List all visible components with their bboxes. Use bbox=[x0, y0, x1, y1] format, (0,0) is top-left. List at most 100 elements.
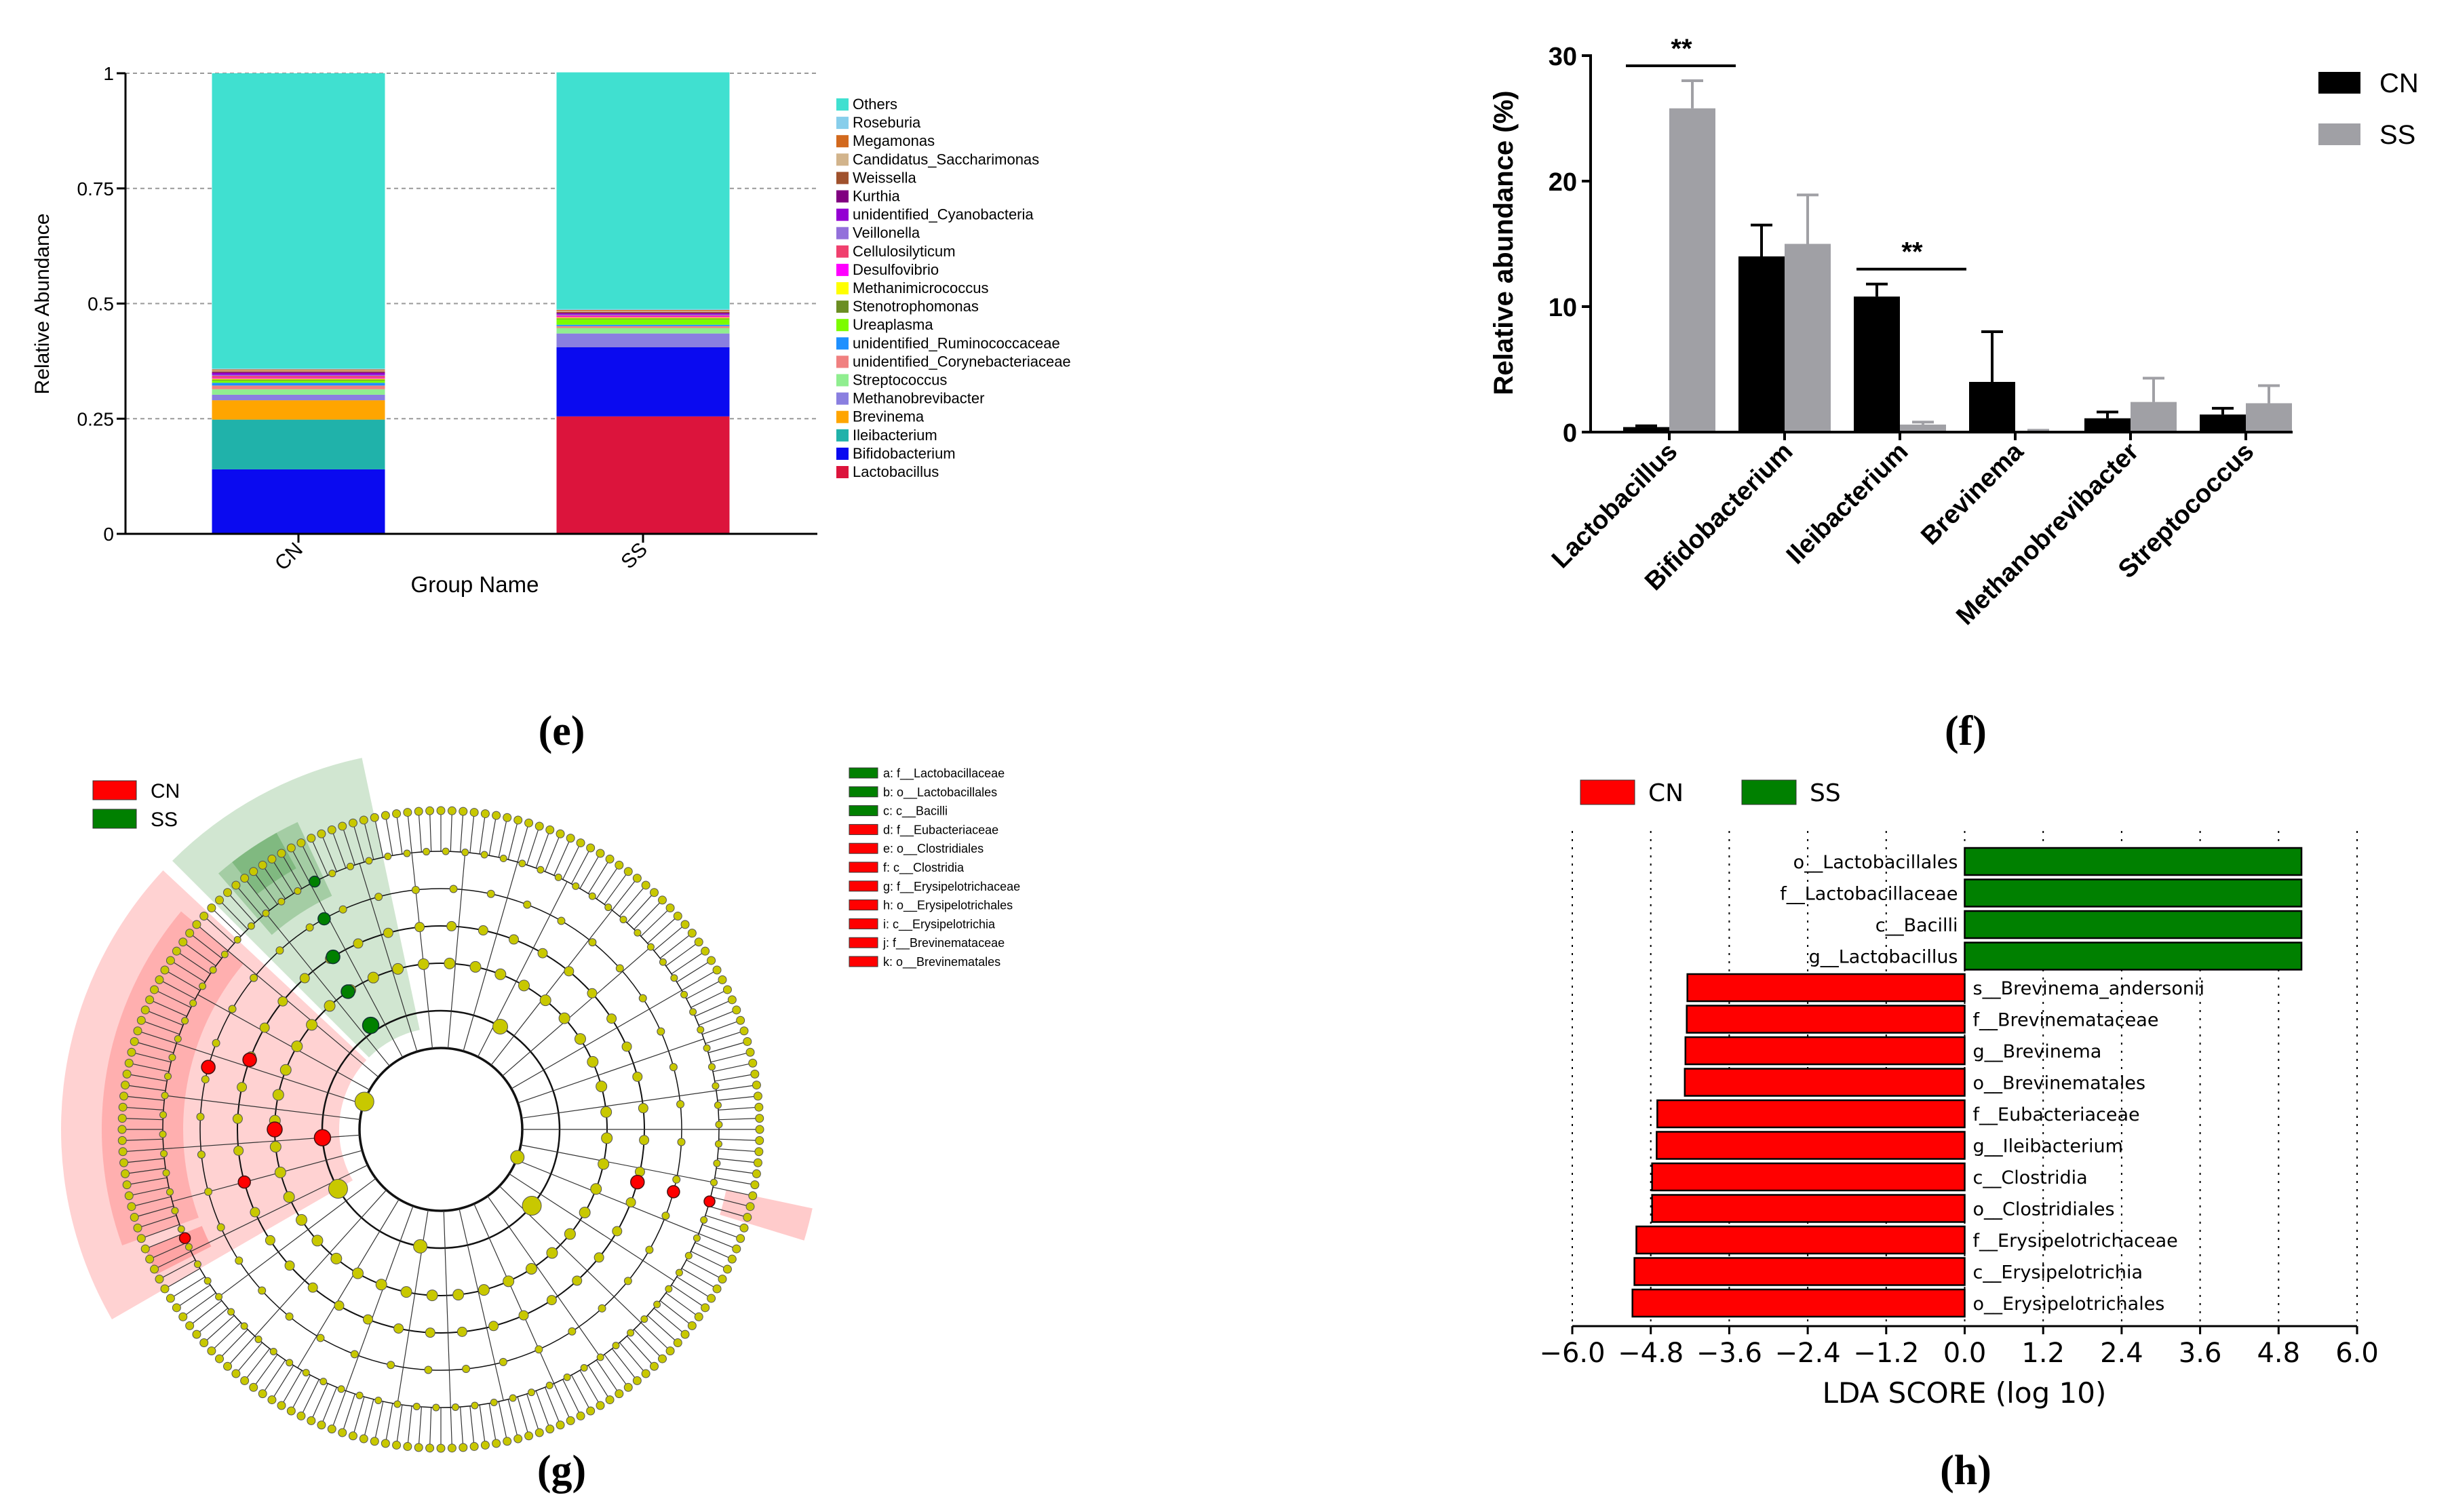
g-leaf-node bbox=[748, 1058, 758, 1068]
e-y-tick-label: 0.25 bbox=[77, 408, 115, 429]
g-internal-node bbox=[563, 1373, 571, 1381]
g-internal-node bbox=[684, 1252, 693, 1260]
g-leaf-node bbox=[117, 1114, 127, 1123]
g-leaf-node bbox=[712, 1284, 722, 1294]
g-internal-node bbox=[286, 1359, 294, 1367]
h-legend-swatch bbox=[1741, 779, 1797, 805]
h-bar-label: o__Erysipelotrichales bbox=[1973, 1294, 2165, 1315]
g-leaf-node bbox=[178, 1312, 188, 1321]
g-taxa-legend-label: g: f__Erysipelotrichaceae bbox=[883, 880, 1020, 894]
g-internal-node bbox=[604, 904, 612, 912]
g-internal-node bbox=[480, 851, 488, 859]
g-taxa-legend-swatch bbox=[849, 880, 878, 892]
g-internal-node bbox=[499, 855, 507, 863]
e-legend-label: Streptococcus bbox=[853, 372, 947, 389]
g-internal-node bbox=[307, 1282, 318, 1293]
g-leaf-node bbox=[673, 1338, 682, 1347]
g-internal-node bbox=[181, 1017, 189, 1025]
g-leaf-node bbox=[119, 1091, 129, 1101]
g-internal-node bbox=[572, 1275, 583, 1286]
g-internal-node bbox=[539, 994, 551, 1007]
e-x-tick-label: CN bbox=[271, 539, 307, 575]
g-leaf-node bbox=[207, 1346, 216, 1355]
g-leaf-node bbox=[701, 946, 710, 956]
g-leaf-node bbox=[447, 1443, 456, 1453]
g-leaf-node bbox=[615, 1389, 624, 1399]
g-cn-node bbox=[703, 1195, 716, 1207]
g-internal-node bbox=[299, 973, 310, 984]
e-legend-swatch bbox=[836, 263, 849, 276]
e-bar-segment bbox=[212, 379, 385, 381]
g-leaf-node bbox=[370, 813, 379, 822]
g-leaf-node bbox=[641, 1369, 650, 1378]
g-leaf-node bbox=[118, 1102, 128, 1112]
e-legend-label: Others bbox=[853, 96, 897, 113]
f-y-tick-label: 30 bbox=[1549, 43, 1577, 71]
g-taxa-legend-label: a: f__Lactobacillaceae bbox=[883, 767, 1005, 781]
g-internal-node bbox=[625, 1197, 636, 1208]
g-leaf-node bbox=[155, 1275, 164, 1284]
g-group-legend-swatch bbox=[92, 780, 137, 800]
g-internal-node bbox=[237, 1082, 248, 1093]
g-leaf-node bbox=[657, 895, 667, 905]
g-internal-node bbox=[411, 885, 420, 894]
g-leaf-node bbox=[117, 1125, 127, 1134]
h-bar-label: g__Ileibacterium bbox=[1973, 1136, 2123, 1157]
g-leaf-node bbox=[503, 1437, 512, 1446]
g-leaf-node bbox=[743, 1036, 752, 1046]
g-cladogram-nodes bbox=[117, 806, 764, 1453]
g-internal-node bbox=[193, 1260, 201, 1268]
g-internal-node bbox=[499, 1357, 507, 1366]
panel-label-h: (h) bbox=[1940, 1448, 1991, 1494]
e-legend-label: unidentified_Ruminococcaceae bbox=[853, 334, 1060, 351]
e-legend-swatch bbox=[836, 282, 849, 294]
h-x-tick-label: 0.0 bbox=[1943, 1338, 1987, 1369]
h-bar bbox=[1631, 1288, 1966, 1318]
g-leaf-node bbox=[739, 1026, 749, 1036]
g-internal-node bbox=[432, 1403, 440, 1412]
g-internal-node bbox=[537, 948, 548, 958]
e-bar-segment bbox=[556, 319, 730, 325]
panel-label-f: (f) bbox=[1945, 708, 1987, 754]
f-bars bbox=[1623, 79, 2292, 432]
g-internal-node bbox=[672, 1175, 681, 1184]
g-leaf-node bbox=[249, 1382, 258, 1392]
g-taxa-legend-label: f: c__Clostridia bbox=[883, 861, 965, 875]
g-leaf-node bbox=[231, 1369, 241, 1378]
g-internal-node bbox=[159, 1111, 168, 1119]
g-leaf-node bbox=[359, 815, 368, 825]
e-legend-label: Roseburia bbox=[853, 114, 921, 131]
g-leaf-node bbox=[545, 825, 555, 834]
e-legend-label: unidentified_Corynebacteriaceae bbox=[853, 353, 1071, 370]
g-internal-node bbox=[546, 1247, 558, 1259]
g-internal-node bbox=[645, 1245, 654, 1254]
g-internal-node bbox=[196, 1112, 205, 1121]
g-internal-node bbox=[375, 1279, 387, 1291]
g-internal-node bbox=[365, 857, 373, 865]
g-leaf-node bbox=[249, 867, 258, 876]
g-internal-node bbox=[612, 1342, 620, 1350]
e-bar-segment bbox=[556, 310, 730, 311]
g-clade-node bbox=[413, 1239, 428, 1254]
g-leaf-node bbox=[392, 1440, 402, 1450]
f-legend-label: CN bbox=[2379, 69, 2419, 98]
f-y-axis-label: Relative abundance (%) bbox=[1489, 90, 1519, 395]
g-internal-node bbox=[615, 964, 624, 973]
e-legend-swatch bbox=[836, 301, 849, 313]
g-leaf-node bbox=[215, 895, 225, 905]
g-leaf-node bbox=[615, 860, 624, 870]
g-internal-node bbox=[677, 1138, 686, 1146]
g-internal-node bbox=[525, 1262, 537, 1275]
g-internal-node bbox=[262, 909, 270, 917]
h-bar-label: c__Bacilli bbox=[1875, 915, 1958, 936]
g-internal-node bbox=[269, 1141, 281, 1153]
g-internal-node bbox=[638, 1103, 648, 1114]
g-taxa-legend-swatch bbox=[849, 861, 878, 873]
g-internal-node bbox=[197, 1150, 206, 1159]
e-y-axis-label: Relative Abundance bbox=[31, 214, 54, 395]
g-leaf-node bbox=[267, 1395, 277, 1405]
f-bar bbox=[1623, 427, 1669, 432]
g-leaf-node bbox=[130, 1213, 139, 1222]
g-internal-node bbox=[594, 1252, 604, 1263]
g-internal-node bbox=[250, 973, 258, 982]
